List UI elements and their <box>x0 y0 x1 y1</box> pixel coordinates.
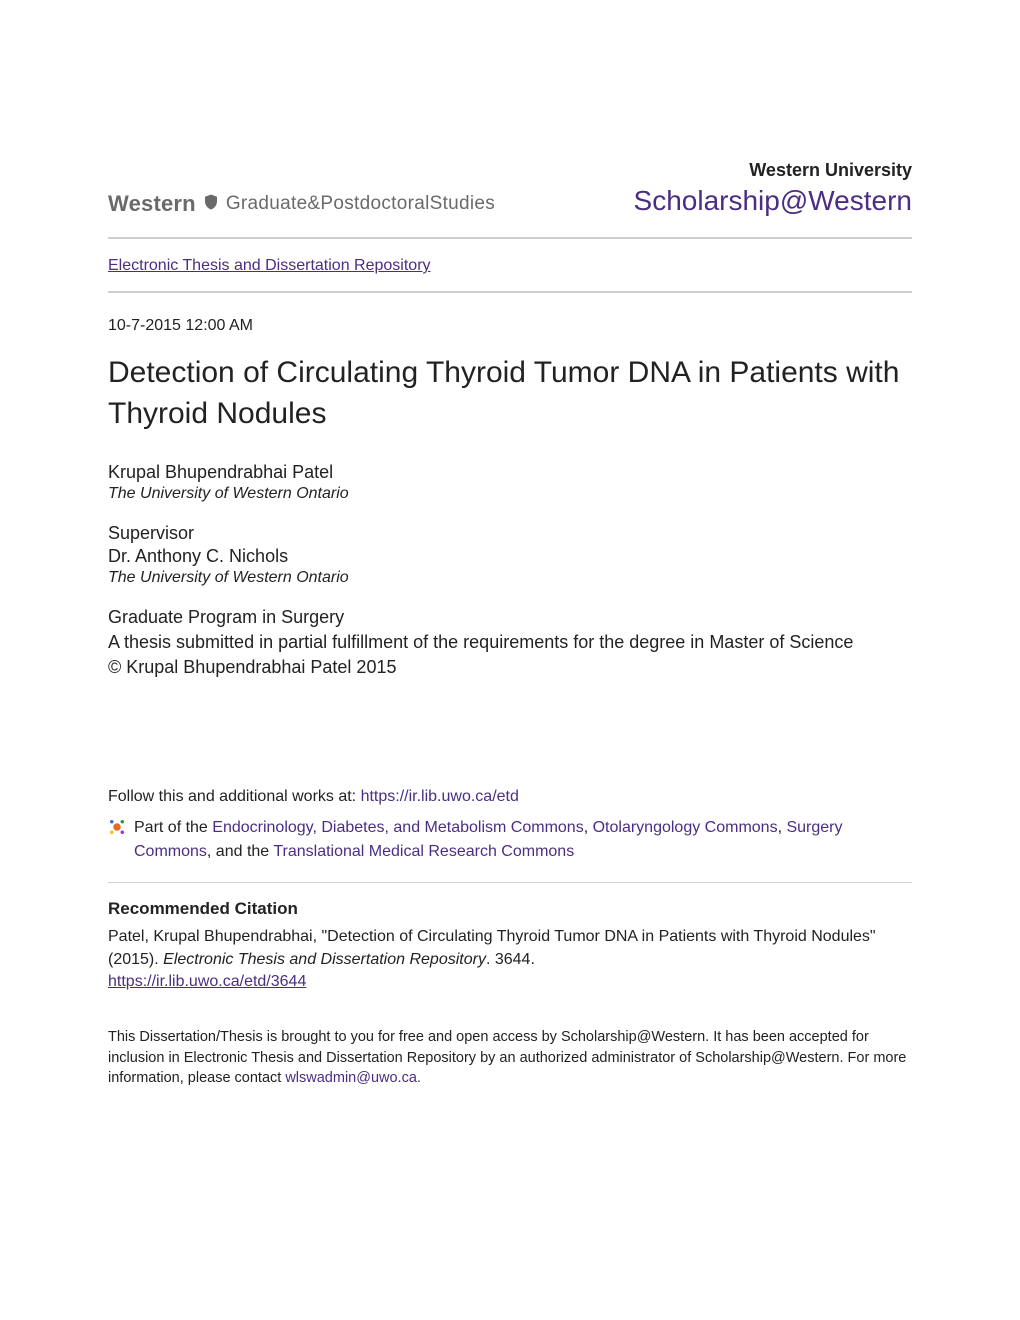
follow-prefix: Follow this and additional works at: <box>108 788 361 805</box>
program-line: Graduate Program in Surgery <box>108 607 912 628</box>
breadcrumb[interactable]: Electronic Thesis and Dissertation Repos… <box>108 257 431 274</box>
citation-source: Electronic Thesis and Dissertation Repos… <box>163 951 486 968</box>
author-name: Krupal Bhupendrabhai Patel <box>108 462 912 483</box>
divider <box>108 882 912 883</box>
access-note: This Dissertation/Thesis is brought to y… <box>108 1027 912 1088</box>
citation-url[interactable]: https://ir.lib.uwo.ca/etd/3644 <box>108 973 912 991</box>
follow-url[interactable]: https://ir.lib.uwo.ca/etd <box>361 788 519 805</box>
divider <box>108 291 912 293</box>
sep: , and the <box>207 843 273 860</box>
breadcrumb-row: Electronic Thesis and Dissertation Repos… <box>108 239 912 291</box>
shield-icon <box>202 193 220 216</box>
citation-text: Patel, Krupal Bhupendrabhai, "Detection … <box>108 925 912 971</box>
supervisor-name: Dr. Anthony C. Nichols <box>108 546 912 567</box>
header: Western Graduate&PostdoctoralStudies Wes… <box>108 160 912 217</box>
submission-date: 10-7-2015 12:00 AM <box>108 317 912 335</box>
paper-title: Detection of Circulating Thyroid Tumor D… <box>108 353 912 434</box>
part-of-row: Part of the Endocrinology, Diabetes, and… <box>108 816 912 864</box>
sep: , <box>584 819 593 836</box>
citation-part-b: . 3644. <box>486 951 535 968</box>
commons-link[interactable]: Translational Medical Research Commons <box>273 843 574 860</box>
follow-works: Follow this and additional works at: htt… <box>108 788 912 806</box>
contact-email[interactable]: wlswadmin@uwo.ca. <box>285 1070 421 1086</box>
logo-brand: Western <box>108 191 196 217</box>
institution-block: Western University Scholarship@Western <box>634 160 912 217</box>
recommended-citation-heading: Recommended Citation <box>108 899 912 919</box>
part-of-text: Part of the Endocrinology, Diabetes, and… <box>134 816 912 864</box>
copyright-line: © Krupal Bhupendrabhai Patel 2015 <box>108 657 912 678</box>
logo-subtext: Graduate&PostdoctoralStudies <box>226 193 495 215</box>
commons-link[interactable]: Otolaryngology Commons <box>593 819 778 836</box>
degree-line: A thesis submitted in partial fulfillmen… <box>108 632 912 653</box>
network-icon <box>108 816 126 836</box>
commons-link[interactable]: Endocrinology, Diabetes, and Metabolism … <box>212 819 583 836</box>
supervisor-label: Supervisor <box>108 523 912 544</box>
repository-link[interactable]: Scholarship@Western <box>634 185 912 216</box>
institution-name: Western University <box>634 160 912 181</box>
author-affiliation: The University of Western Ontario <box>108 485 912 503</box>
footer-text: This Dissertation/Thesis is brought to y… <box>108 1029 906 1086</box>
partof-prefix: Part of the <box>134 819 212 836</box>
supervisor-affiliation: The University of Western Ontario <box>108 569 912 587</box>
western-logo: Western Graduate&PostdoctoralStudies <box>108 191 495 217</box>
